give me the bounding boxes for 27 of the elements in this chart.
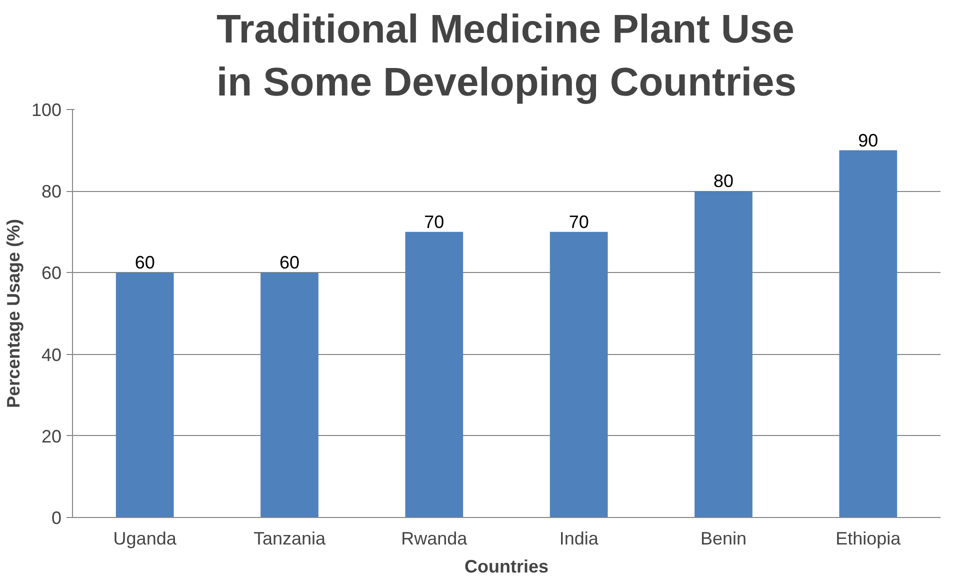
bar bbox=[260, 272, 318, 518]
y-tick-label: 40 bbox=[41, 344, 62, 365]
y-tick-label: 20 bbox=[41, 426, 62, 446]
data-label: 60 bbox=[134, 252, 155, 273]
bar bbox=[550, 232, 608, 518]
data-label: 90 bbox=[858, 130, 878, 150]
x-tick-label: Ethiopia bbox=[836, 528, 902, 548]
x-tick-label: Benin bbox=[700, 528, 747, 548]
x-axis-title: Countries bbox=[464, 556, 549, 576]
chart-title: Traditional Medicine Plant Use in Some Developing Countries bbox=[216, 8, 797, 104]
x-tick-label: Tanzania bbox=[253, 528, 327, 548]
bar bbox=[694, 191, 752, 518]
y-tick-label: 80 bbox=[41, 182, 62, 202]
bar bbox=[405, 232, 464, 518]
y-axis-title: Percentage Usage (%) bbox=[3, 218, 24, 408]
bar bbox=[839, 150, 898, 518]
y-tick-label: 0 bbox=[51, 508, 62, 528]
data-label: 70 bbox=[424, 212, 444, 232]
x-tick-label: Uganda bbox=[113, 528, 178, 548]
bar bbox=[116, 272, 174, 518]
x-tick-label: Rwanda bbox=[401, 528, 468, 548]
data-label: 80 bbox=[713, 171, 734, 192]
y-tick-label: 100 bbox=[31, 100, 62, 120]
data-label: 60 bbox=[279, 252, 300, 273]
y-tick-label: 60 bbox=[41, 263, 62, 284]
data-label: 70 bbox=[568, 212, 589, 232]
x-tick-label: India bbox=[559, 528, 600, 548]
